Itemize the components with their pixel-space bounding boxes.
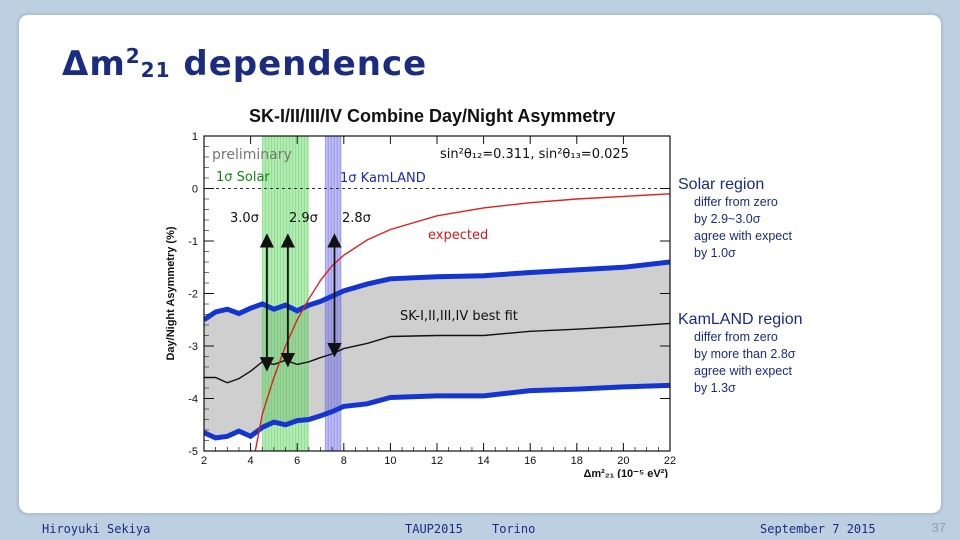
solar-band-label: 1σ Solar (216, 170, 270, 185)
y-axis-label: Day/Night Asymmetry (%) (165, 226, 177, 360)
y-tick-label: -2 (188, 289, 198, 301)
kamland-region-title: KamLAND region (678, 311, 803, 328)
x-tick-label: 10 (384, 455, 396, 467)
y-tick-label: -4 (188, 394, 198, 406)
best-fit-line (204, 322, 670, 384)
x-tick-label: 20 (617, 455, 629, 467)
expected-label: expected (428, 228, 488, 243)
footer-place: Torino (492, 522, 536, 536)
kamland-region-note: KamLAND region differ from zero by more … (678, 311, 803, 397)
best-fit-label: SK-I,II,III,IV best fit (400, 309, 518, 324)
upper-sigma-line (204, 259, 670, 322)
y-tick-label: 1 (192, 131, 198, 143)
solar-line: by 1.0σ (694, 246, 736, 260)
chart-title: SK-I/II/III/IV Combine Day/Night Asymmet… (249, 106, 616, 126)
sigma-label: 2.9σ (289, 211, 318, 226)
y-tick-label: -5 (188, 446, 198, 458)
lower-sigma-line (204, 382, 670, 441)
kamland-line: by 1.3σ (694, 381, 736, 395)
slide-title: Δm221 dependence (62, 44, 428, 84)
solar-region-note: Solar region differ from zero by 2.9~3.0… (678, 176, 792, 262)
solar-line: by 2.9~3.0σ (694, 212, 761, 226)
x-tick-label: 22 (664, 455, 676, 467)
x-tick-label: 18 (571, 455, 583, 467)
footer-conference: TAUP2015 (405, 522, 463, 536)
slide-panel (18, 14, 942, 514)
x-tick-label: 6 (294, 455, 300, 467)
x-axis-label: Δm²₂₁ (10⁻⁵ eV²) (583, 468, 668, 478)
x-tick-label: 2 (201, 455, 207, 467)
x-tick-label: 4 (248, 455, 254, 467)
x-tick-label: 14 (477, 455, 489, 467)
solar-region-text: differ from zero by 2.9~3.0σ agree with … (694, 194, 792, 262)
x-tick-label: 8 (341, 455, 347, 467)
page-number: 37 (931, 520, 946, 535)
solar-region-title: Solar region (678, 176, 765, 193)
y-tick-label: -1 (188, 236, 198, 248)
kamland-line: agree with expect (694, 364, 792, 378)
one-sigma-band (204, 262, 670, 438)
x-tick-label: 12 (431, 455, 443, 467)
footer-date: September 7 2015 (760, 522, 876, 536)
asymmetry-chart: 2 4 6 8 10 12 14 16 18 20 2210-1-2-3-4-5Day/Night … (165, 131, 676, 478)
y-tick-label: -3 (188, 341, 198, 353)
x-tick-label: 16 (524, 455, 536, 467)
kamland-line: differ from zero (694, 330, 778, 344)
y-tick-label: 0 (192, 184, 198, 196)
solar-line: agree with expect (694, 229, 792, 243)
kamland-region-text: differ from zero by more than 2.8σ agree… (694, 329, 803, 397)
footer-author: Hiroyuki Sekiya (42, 522, 151, 536)
solar-line: differ from zero (694, 195, 778, 209)
kamland-line: by more than 2.8σ (694, 347, 796, 361)
sigma-label: 2.8σ (342, 211, 371, 226)
params-label: sin²θ₁₂=0.311, sin²θ₁₃=0.025 (440, 147, 629, 162)
preliminary-label: preliminary (212, 147, 292, 163)
sigma-label: 3.0σ (230, 211, 259, 226)
kamland-band-label: 1σ KamLAND (340, 171, 426, 186)
